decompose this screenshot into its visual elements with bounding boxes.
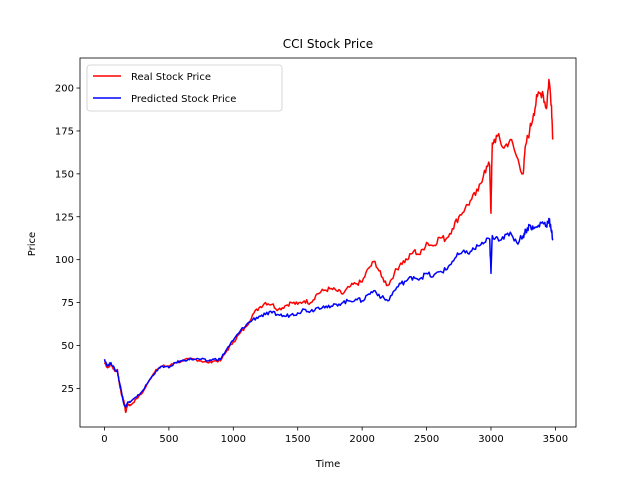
series-line-predicted: [103, 217, 554, 409]
legend-box: [86, 64, 283, 112]
x-tick-label: 0: [101, 434, 107, 445]
series-layer: [103, 78, 554, 414]
x-tick-label: 2000: [349, 434, 374, 445]
legend-entry-label: Predicted Stock Price: [131, 94, 236, 105]
y-tick-label: 150: [55, 169, 74, 180]
x-axis: 0 500 1000 1500 2000 2500 3000 3500: [101, 427, 568, 445]
plot-frame: [79, 57, 577, 428]
chart-title: CCI Stock Price: [283, 37, 373, 51]
y-axis-label: Price: [27, 232, 38, 256]
legend-entry-label: Real Stock Price: [131, 72, 211, 83]
y-tick-label: 200: [55, 84, 74, 95]
y-tick-label: 125: [55, 212, 74, 223]
y-tick-label: 50: [61, 341, 74, 352]
y-axis: 25 50 75 100 125 150 175 200: [55, 84, 80, 395]
y-tick-label: 100: [55, 255, 74, 266]
x-axis-label: Time: [315, 459, 340, 470]
y-tick-label: 175: [55, 126, 74, 137]
x-tick-label: 1000: [221, 434, 246, 445]
legend: Real Stock Price Predicted Stock Price: [86, 64, 283, 112]
y-tick-label: 75: [61, 298, 74, 309]
y-tick-label: 25: [61, 384, 74, 395]
x-tick-label: 3000: [478, 434, 503, 445]
x-tick-label: 500: [159, 434, 178, 445]
x-tick-label: 1500: [285, 434, 310, 445]
x-tick-label: 2500: [414, 434, 439, 445]
x-tick-label: 3500: [543, 434, 568, 445]
series-line-real: [103, 78, 554, 414]
plot-border: [79, 57, 577, 428]
